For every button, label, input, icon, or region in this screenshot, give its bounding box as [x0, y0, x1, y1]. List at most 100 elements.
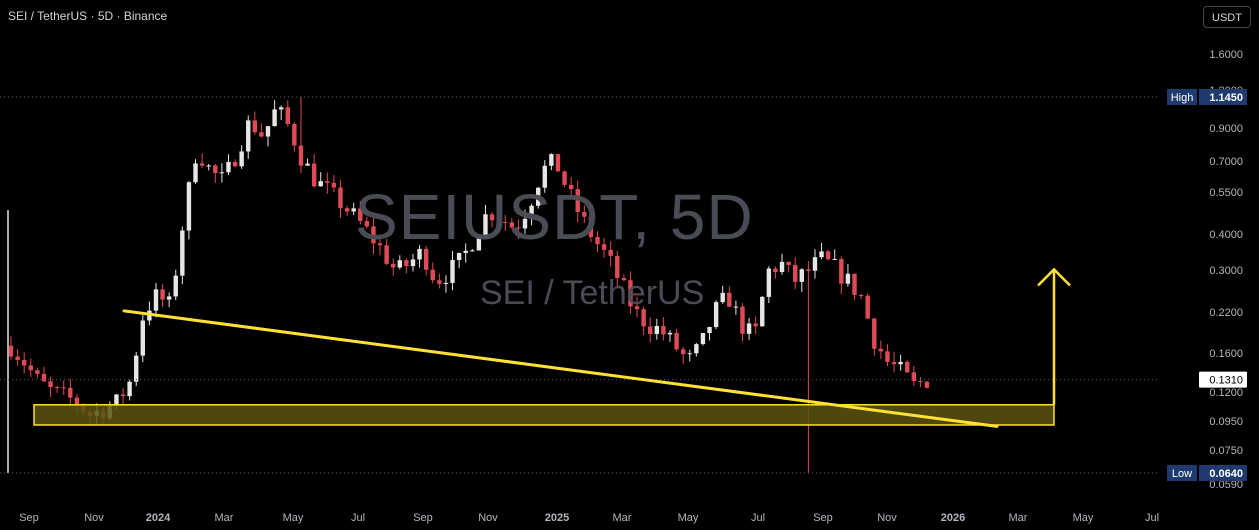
- currency-button[interactable]: USDT: [1203, 6, 1251, 28]
- low-badge-label: Low: [1172, 468, 1192, 480]
- candle-body: [358, 208, 363, 221]
- candle-body: [661, 326, 666, 335]
- candle-body: [839, 258, 844, 284]
- candle-body: [173, 275, 178, 297]
- high-badge-label: High: [1171, 92, 1194, 104]
- candle-body: [120, 394, 126, 397]
- candle-body: [522, 218, 528, 229]
- candle-body: [456, 252, 462, 260]
- price-tick-label: 0.9000: [1209, 123, 1243, 135]
- price-tick-label: 0.5500: [1209, 187, 1243, 199]
- time-tick-label: Jul: [751, 512, 765, 524]
- target-arrow-head[interactable]: [1037, 267, 1071, 287]
- candle-body: [535, 187, 541, 206]
- time-tick-label: Nov: [478, 512, 498, 524]
- candle-body: [28, 365, 33, 371]
- price-tick-label: 0.1200: [1209, 387, 1243, 399]
- candle-body: [423, 248, 429, 270]
- price-tick-label: 0.0950: [1209, 416, 1243, 428]
- candle-body: [384, 245, 389, 264]
- candle-body: [812, 257, 818, 271]
- candle-body: [298, 145, 304, 166]
- candle-body: [885, 351, 890, 362]
- time-tick-label: May: [678, 512, 699, 524]
- candle-body: [707, 327, 712, 334]
- candle-body: [153, 289, 159, 311]
- candle-body: [114, 394, 119, 406]
- candle-body: [733, 306, 739, 308]
- candle-body: [753, 323, 758, 327]
- descending-trendline[interactable]: [122, 309, 999, 428]
- candle-body: [819, 251, 824, 258]
- high-badge-value: 1.1450: [1209, 92, 1243, 104]
- candle-body: [417, 248, 422, 260]
- candle-body: [338, 187, 343, 209]
- price-axis[interactable]: 1.60001.20000.90000.70000.55000.40000.30…: [1167, 49, 1247, 491]
- candle-body: [911, 372, 917, 382]
- candle-body: [595, 237, 600, 245]
- last-price-badge: 0.1310: [1209, 375, 1243, 387]
- symbol-header[interactable]: SEI / TetherUS · 5D · Binance: [8, 9, 168, 23]
- time-tick-label: Nov: [84, 512, 104, 524]
- candle-body: [54, 387, 60, 389]
- candle-body: [760, 296, 765, 327]
- price-tick-label: 0.2200: [1209, 307, 1243, 319]
- candle-body: [878, 348, 884, 352]
- candle-body: [503, 221, 508, 223]
- low-badge-value: 0.0640: [1209, 468, 1243, 480]
- candle-body: [134, 355, 139, 382]
- candle-body: [166, 296, 172, 300]
- time-tick-label: 2024: [146, 512, 171, 524]
- time-axis[interactable]: Sep Nov 2024 Mar May Jul Sep Nov 2025 Mar May Jul Se…: [19, 512, 1159, 524]
- candle-body: [410, 259, 416, 267]
- candle-body: [529, 205, 534, 219]
- candle-body: [252, 120, 258, 133]
- candle-body: [832, 258, 837, 260]
- candle-body: [687, 353, 692, 355]
- candle-body: [15, 356, 20, 360]
- candle-body: [727, 292, 732, 307]
- time-tick-label: Nov: [877, 512, 897, 524]
- candle-body: [259, 132, 264, 137]
- candle-body: [278, 107, 284, 110]
- candle-body: [232, 161, 238, 167]
- candle-body: [601, 244, 607, 250]
- candle-body: [35, 370, 40, 374]
- candle-body: [285, 107, 290, 124]
- candle-body: [351, 208, 356, 212]
- candle-body: [575, 189, 580, 212]
- candle-body: [61, 387, 66, 389]
- time-tick-label: Mar: [613, 512, 632, 524]
- candle-body: [331, 182, 337, 188]
- time-tick-label: 2025: [545, 512, 569, 524]
- candle-body: [206, 165, 211, 167]
- support-zone[interactable]: [33, 404, 1055, 426]
- price-tick-label: 0.0750: [1209, 445, 1243, 457]
- candle-body: [779, 261, 785, 273]
- candle-body: [793, 265, 798, 282]
- price-tick-label: 0.1600: [1209, 348, 1243, 360]
- candle-body: [318, 181, 323, 187]
- time-tick-label: 2026: [941, 512, 965, 524]
- candle-body: [140, 320, 145, 356]
- time-tick-label: Sep: [19, 512, 39, 524]
- candle-body: [199, 163, 205, 166]
- candle-body: [364, 220, 370, 227]
- candle-body: [186, 182, 192, 231]
- candle-body: [193, 163, 198, 183]
- candle-body: [799, 269, 804, 282]
- candle-body: [555, 154, 561, 172]
- candle-body: [746, 323, 752, 334]
- candle-body: [325, 181, 330, 183]
- candle-body: [825, 251, 831, 260]
- candle-body: [371, 226, 376, 244]
- candle-body: [641, 309, 646, 327]
- candle-body: [404, 260, 409, 267]
- candle-body: [852, 273, 857, 296]
- candle-body: [845, 273, 851, 284]
- candle-body: [430, 269, 435, 281]
- candle-body: [562, 171, 567, 185]
- candle-body: [588, 216, 594, 238]
- candle-body: [568, 184, 574, 190]
